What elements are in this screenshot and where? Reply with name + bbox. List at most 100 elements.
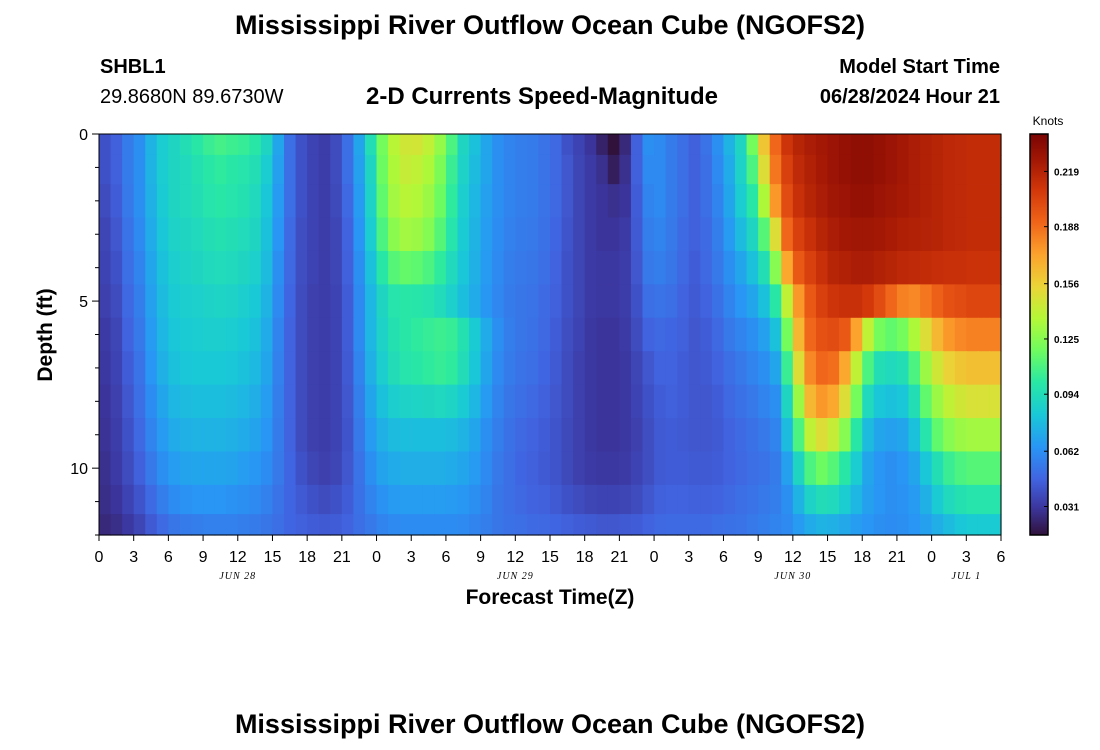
- heatmap-cell: [526, 184, 540, 219]
- heatmap-cell: [723, 184, 736, 219]
- heatmap-cell: [746, 451, 759, 486]
- heatmap-cell: [457, 184, 470, 219]
- heatmap-cell: [168, 284, 181, 319]
- heatmap-cell: [561, 217, 574, 252]
- heatmap-cell: [619, 351, 632, 386]
- heatmap-cell: [873, 250, 886, 285]
- heatmap-cell: [445, 134, 459, 156]
- heatmap-cell: [596, 418, 609, 453]
- heatmap-cell: [295, 384, 308, 419]
- heatmap-cell: [665, 134, 678, 156]
- heatmap-cell: [376, 154, 389, 185]
- heatmap-cell: [931, 317, 944, 352]
- heatmap-cell: [249, 217, 262, 252]
- heatmap-cell: [665, 351, 678, 386]
- heatmap-cell: [931, 154, 944, 185]
- heatmap-cell: [584, 154, 597, 185]
- heatmap-cell: [677, 384, 690, 419]
- heatmap-cell: [804, 484, 817, 515]
- heatmap-cell: [769, 184, 782, 219]
- heatmap-cell: [792, 514, 806, 536]
- heatmap-cell: [422, 384, 435, 419]
- heatmap-cell: [168, 217, 181, 252]
- heatmap-cell: [492, 514, 505, 536]
- heatmap-cell: [989, 317, 1002, 352]
- heatmap-cell: [630, 217, 644, 252]
- heatmap-cell: [781, 250, 794, 285]
- heatmap-cell: [607, 384, 620, 419]
- heatmap-cell: [711, 217, 725, 252]
- heatmap-cell: [862, 384, 875, 419]
- heatmap-cell: [434, 250, 447, 285]
- heatmap-cell: [133, 154, 146, 185]
- heatmap-cell: [873, 217, 886, 252]
- heatmap-cell: [746, 317, 759, 352]
- x-date-label: JUN 29: [497, 571, 534, 582]
- heatmap-cell: [781, 184, 794, 219]
- heatmap-cell: [411, 184, 424, 219]
- heatmap-cell: [341, 351, 355, 386]
- heatmap-cell: [434, 384, 447, 419]
- heatmap-cell: [977, 250, 991, 285]
- heatmap-cell: [249, 250, 262, 285]
- model-start-value: 06/28/2024 Hour 21: [819, 86, 1000, 108]
- heatmap-cell: [573, 484, 586, 515]
- heatmap-cell: [307, 154, 320, 185]
- x-tick-label: 9: [199, 549, 208, 566]
- colorbar-tick-label: 0.188: [1054, 223, 1079, 234]
- heatmap-cell: [122, 217, 135, 252]
- heatmap-cell: [896, 484, 910, 515]
- heatmap-cell: [538, 284, 551, 319]
- heatmap-cell: [723, 284, 736, 319]
- heatmap-cell: [457, 384, 470, 419]
- heatmap-cell: [665, 217, 678, 252]
- heatmap-cell: [284, 418, 297, 453]
- heatmap-cell: [411, 284, 424, 319]
- heatmap-cell: [191, 134, 204, 156]
- heatmap-cell: [284, 451, 297, 486]
- heatmap-cell: [850, 451, 863, 486]
- heatmap-cell: [896, 250, 910, 285]
- heatmap-cell: [503, 514, 516, 536]
- heatmap-cell: [318, 351, 331, 386]
- heatmap-cell: [122, 384, 135, 419]
- heatmap-cell: [839, 284, 852, 319]
- heatmap-cell: [688, 217, 701, 252]
- heatmap-cell: [480, 514, 493, 536]
- heatmap-cell: [203, 250, 216, 285]
- heatmap-cell: [688, 351, 701, 386]
- heatmap-cell: [792, 484, 806, 515]
- heatmap-cell: [191, 418, 204, 453]
- heatmap-cell: [318, 451, 331, 486]
- heatmap-cell: [364, 451, 378, 486]
- heatmap-cell: [654, 134, 667, 156]
- heatmap-cell: [399, 514, 412, 536]
- heatmap-cell: [920, 451, 933, 486]
- heatmap-cell: [839, 384, 852, 419]
- heatmap-cell: [839, 184, 852, 219]
- heatmap-cell: [364, 514, 378, 536]
- heatmap-cell: [723, 217, 736, 252]
- heatmap-cell: [214, 154, 227, 185]
- heatmap-cell: [804, 418, 817, 453]
- heatmap-cell: [596, 250, 609, 285]
- footer-title: Mississippi River Outflow Ocean Cube (NG…: [234, 709, 866, 739]
- heatmap-cell: [873, 154, 886, 185]
- heatmap-cell: [203, 317, 216, 352]
- heatmap-cell: [422, 484, 435, 515]
- y-tick-label: 10: [70, 461, 88, 478]
- heatmap-cell: [133, 484, 146, 515]
- heatmap-cell: [99, 514, 112, 536]
- heatmap-cell: [388, 217, 401, 252]
- heatmap-cell: [307, 384, 320, 419]
- heatmap-cell: [688, 514, 701, 536]
- heatmap-cell: [214, 317, 227, 352]
- heatmap-cell: [318, 134, 331, 156]
- heatmap-cell: [619, 514, 632, 536]
- heatmap-cell: [411, 418, 424, 453]
- heatmap-cell: [388, 154, 401, 185]
- heatmap-cell: [168, 514, 181, 536]
- heatmap-cell: [364, 284, 378, 319]
- heatmap-cell: [584, 317, 597, 352]
- heatmap-cell: [908, 451, 921, 486]
